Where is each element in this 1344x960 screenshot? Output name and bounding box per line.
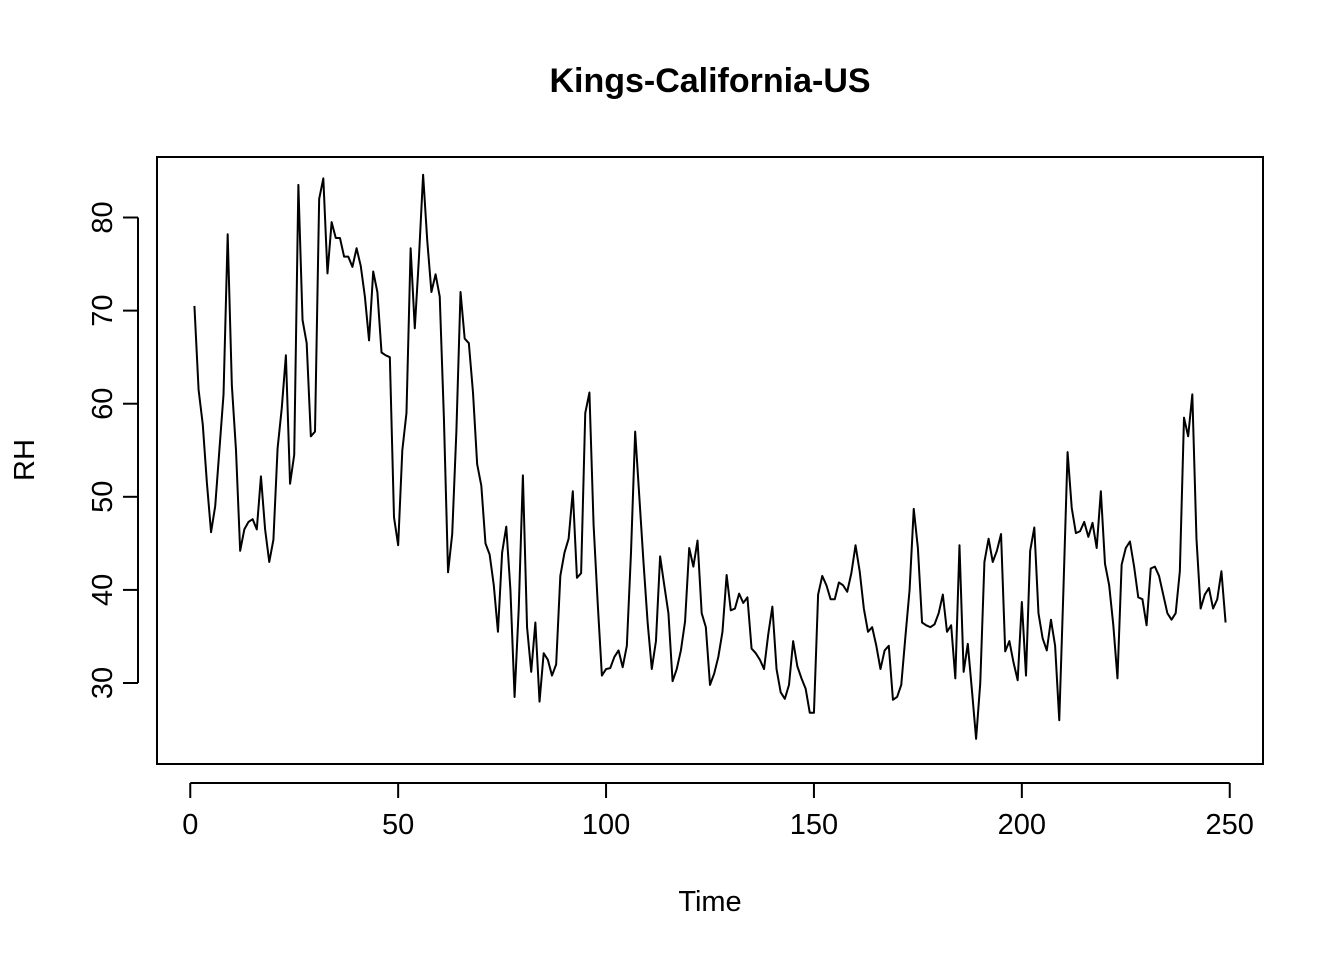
y-tick-label: 70 bbox=[87, 294, 119, 326]
x-tick-label: 0 bbox=[182, 809, 198, 841]
chart-title: Kings-California-US bbox=[549, 62, 870, 100]
x-axis-label: Time bbox=[678, 886, 741, 918]
y-tick-label: 60 bbox=[87, 388, 119, 420]
y-tick-label: 80 bbox=[87, 201, 119, 233]
x-tick-label: 100 bbox=[582, 809, 630, 841]
y-axis-label: RH bbox=[9, 439, 41, 481]
x-axis: 0 50 100 150 200 250 bbox=[182, 782, 1254, 841]
y-tick-label: 50 bbox=[87, 481, 119, 513]
y-tick-label: 30 bbox=[87, 667, 119, 699]
x-tick-label: 250 bbox=[1206, 809, 1254, 841]
x-tick-label: 150 bbox=[790, 809, 838, 841]
plot-frame bbox=[156, 156, 1264, 765]
x-tick-label: 200 bbox=[998, 809, 1046, 841]
y-axis: 30 40 50 60 70 80 bbox=[87, 201, 139, 699]
y-tick-label: 40 bbox=[87, 574, 119, 606]
x-tick-label: 50 bbox=[382, 809, 414, 841]
rh-series-line bbox=[193, 173, 1227, 740]
